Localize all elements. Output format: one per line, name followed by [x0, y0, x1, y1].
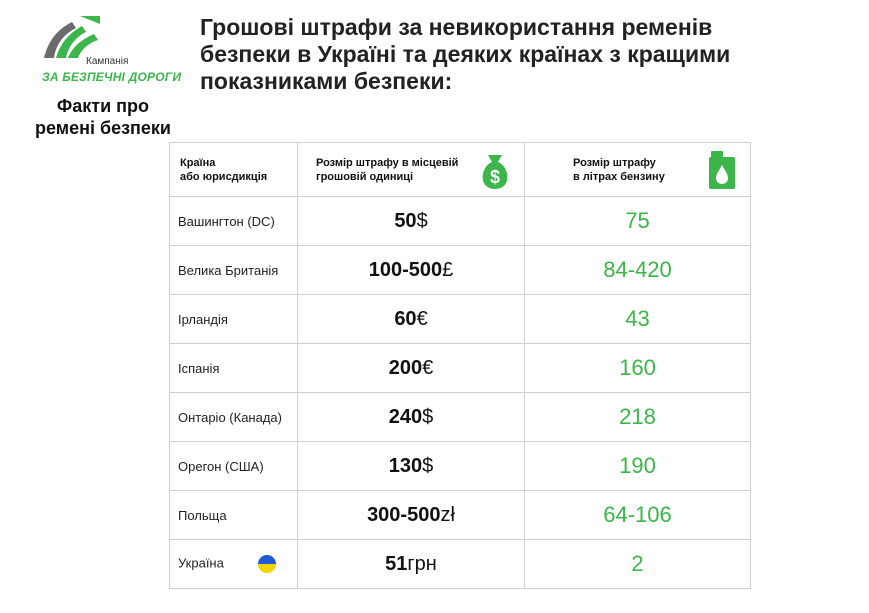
fine-amount: 130	[388, 454, 423, 477]
fines-table: Країна або юрисдикція Розмір штрафу в мі…	[169, 142, 751, 589]
header-litres-line-2: в літрах бензину	[573, 170, 665, 183]
facts-heading: Факти про ремені безпеки	[8, 95, 198, 139]
fine-cell: 60€	[297, 294, 525, 344]
fine-amount: 300-500	[367, 503, 441, 526]
country-cell: Іспанія	[169, 343, 298, 393]
table-row: Ірландія 60€ 43	[169, 294, 751, 344]
fine-cell: 130$	[297, 441, 525, 491]
litres-cell: 43	[524, 294, 751, 344]
country-cell: Велика Британія	[169, 245, 298, 295]
header-country-line-2: або юрисдикція	[180, 170, 268, 183]
table-row: Онтаріо (Канада) 240$ 218	[169, 392, 751, 442]
fine-currency: $	[416, 209, 428, 232]
fine-currency: грн	[407, 552, 437, 575]
page-title: Грошові штрафи за невикористання ременів…	[200, 14, 850, 95]
header-local-fine-line-1: Розмір штрафу в місцевій	[316, 156, 459, 169]
litres-cell: 190	[524, 441, 751, 491]
road-logo-icon	[44, 16, 100, 58]
litres-cell: 75	[524, 196, 751, 246]
header-local-fine-line-2: грошовій одиниці	[316, 170, 414, 183]
money-bag-icon: $	[482, 155, 508, 189]
table-row: Іспанія 200€ 160	[169, 343, 751, 393]
country-cell: Орегон (США)	[169, 441, 298, 491]
header-litres: Розмір штрафу в літрах бензину	[524, 142, 751, 197]
header-local-fine: Розмір штрафу в місцевій грошовій одиниц…	[297, 142, 525, 197]
table-row: Україна 51грн 2	[169, 539, 751, 589]
facts-line-1: Факти про	[56, 96, 150, 116]
litres-cell: 84-420	[524, 245, 751, 295]
fine-cell: 240$	[297, 392, 525, 442]
country-cell: Україна	[169, 539, 298, 589]
country-name: Україна	[178, 555, 224, 571]
fine-amount: 51	[385, 552, 408, 575]
table-row: Орегон (США) 130$ 190	[169, 441, 751, 491]
litres-cell: 64-106	[524, 490, 751, 540]
header-country-line-1: Країна	[180, 156, 216, 169]
fine-amount: 200	[388, 356, 423, 379]
fine-currency: $	[422, 454, 434, 477]
country-cell: Вашингтон (DC)	[169, 196, 298, 246]
fine-currency: £	[442, 258, 454, 281]
table-row: Велика Британія 100-500£ 84-420	[169, 245, 751, 295]
fine-amount: 240	[388, 405, 423, 428]
litres-cell: 160	[524, 343, 751, 393]
title-line-2: безпеки в Україні та деяких країнах з кр…	[200, 41, 731, 67]
ukraine-flag-icon	[258, 555, 277, 573]
header-litres-line-1: Розмір штрафу	[573, 156, 656, 169]
table-row: Польща 300-500zł 64-106	[169, 490, 751, 540]
fine-currency: €	[416, 307, 428, 330]
campaign-logo: Кампанія ЗА БЕЗПЕЧНІ ДОРОГИ	[30, 14, 200, 90]
fuel-canister-icon	[709, 151, 735, 189]
fine-cell: 51грн	[297, 539, 525, 589]
title-line-1: Грошові штрафи за невикористання ременів	[200, 14, 713, 40]
facts-line-2: ремені безпеки	[34, 118, 171, 138]
fine-currency: $	[422, 405, 434, 428]
fine-amount: 50	[394, 209, 417, 232]
table-row: Вашингтон (DC) 50$ 75	[169, 196, 751, 246]
litres-cell: 2	[524, 539, 751, 589]
svg-text:$: $	[490, 167, 500, 187]
fine-cell: 300-500zł	[297, 490, 525, 540]
logo-campaign-name: ЗА БЕЗПЕЧНІ ДОРОГИ	[42, 70, 182, 84]
fine-cell: 50$	[297, 196, 525, 246]
country-cell: Польща	[169, 490, 298, 540]
fine-cell: 100-500£	[297, 245, 525, 295]
fine-amount: 60	[394, 307, 417, 330]
fine-currency: €	[422, 356, 434, 379]
header-country: Країна або юрисдикція	[169, 142, 298, 197]
logo-small-text: Кампанія	[86, 56, 129, 67]
fine-amount: 100-500	[368, 258, 443, 281]
litres-cell: 218	[524, 392, 751, 442]
table-header-row: Країна або юрисдикція Розмір штрафу в мі…	[169, 142, 751, 197]
fine-cell: 200€	[297, 343, 525, 393]
title-line-3: показниками безпеки:	[200, 68, 453, 94]
fine-currency: zł	[440, 503, 455, 526]
country-cell: Онтаріо (Канада)	[169, 392, 298, 442]
country-cell: Ірландія	[169, 294, 298, 344]
